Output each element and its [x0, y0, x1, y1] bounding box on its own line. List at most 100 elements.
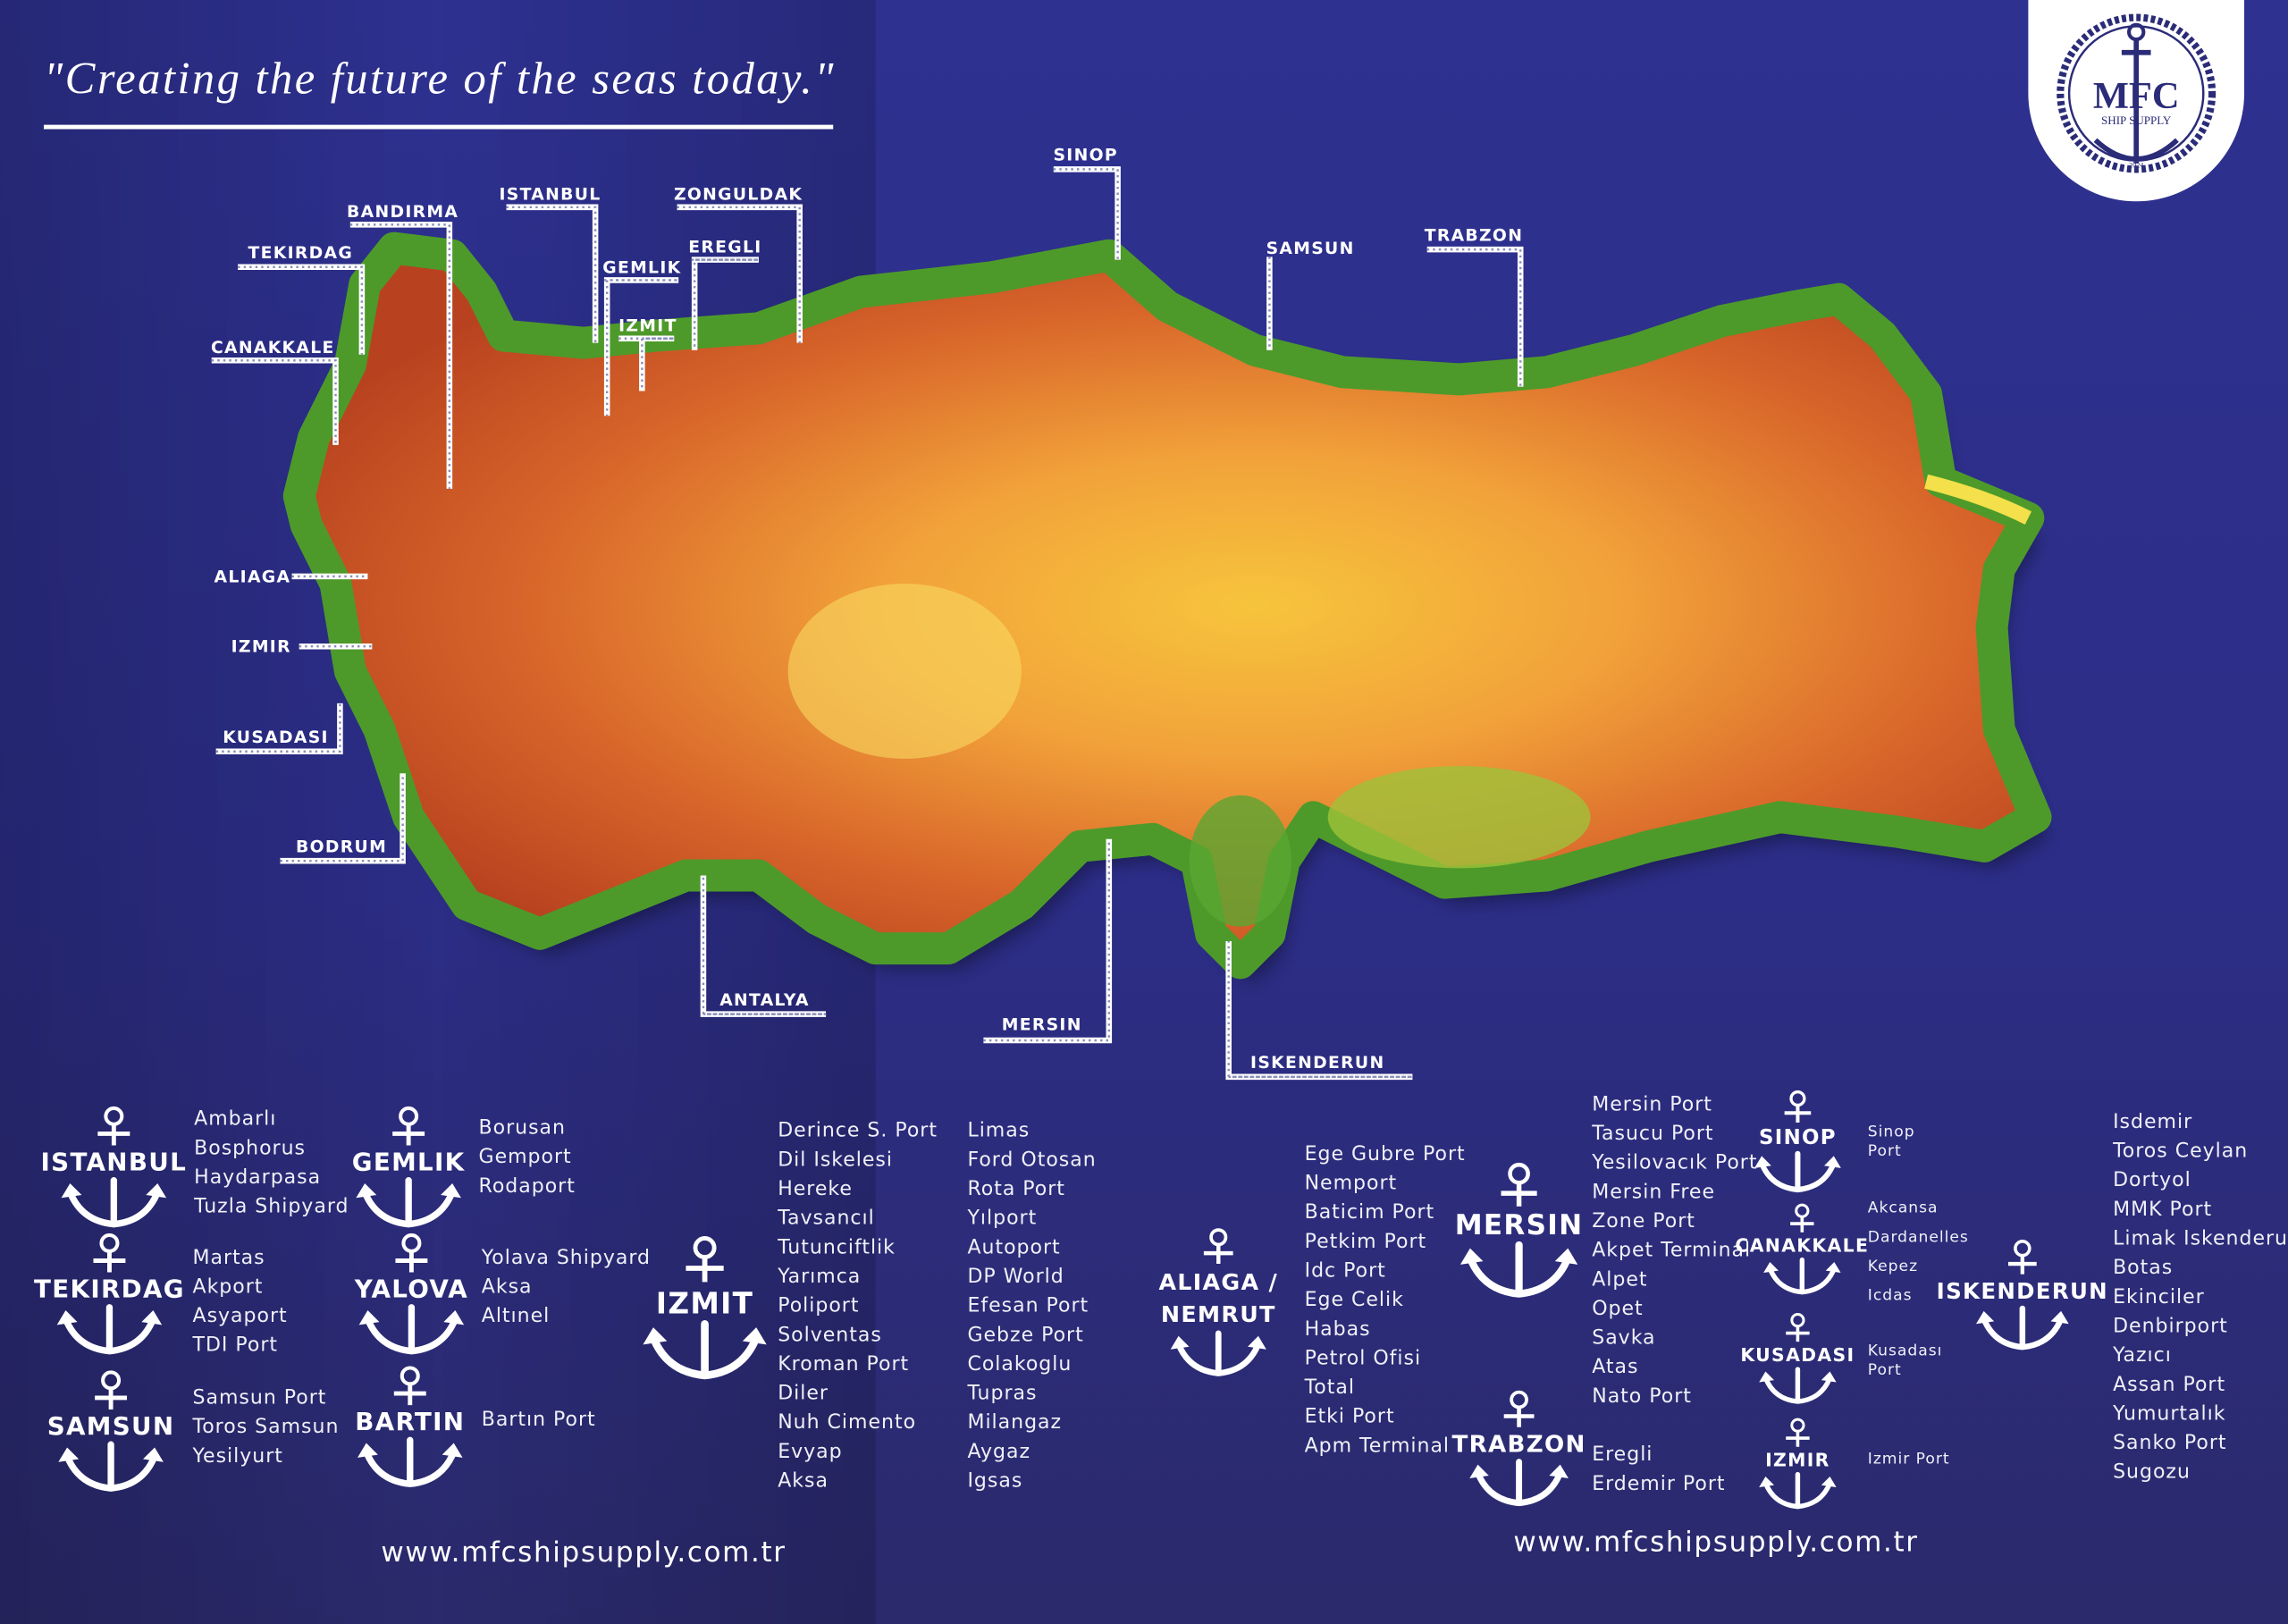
port-list: Yolava Shipyard Aksa Altınel	[482, 1243, 701, 1331]
city-label: CANAKKALE	[1735, 1234, 1870, 1257]
port-name: Yumurtalık	[2113, 1401, 2226, 1426]
leader-line-hatch	[983, 838, 1111, 1042]
map-label: IZMIT	[618, 317, 677, 336]
port-name: Ford Otosan	[967, 1148, 1097, 1172]
map-label: BANDIRMA	[347, 203, 458, 222]
port-name: Toros Ceylan	[2113, 1139, 2249, 1164]
anchor-ring	[1790, 1313, 1805, 1328]
anchor-ring	[1209, 1228, 1228, 1247]
port-name: Baticim Port	[1304, 1200, 1435, 1224]
port-name: Yarımca	[778, 1265, 862, 1289]
port-name: Habas	[1304, 1317, 1371, 1342]
anchor-ring	[400, 1366, 420, 1386]
port-name: Bartın Port	[481, 1408, 596, 1432]
port-name: MMK Port	[2113, 1198, 2213, 1222]
leader-line-hatch	[1053, 168, 1119, 260]
port-name: Limak Iskenderun	[2113, 1226, 2288, 1251]
tagline: "Creating the future of the seas today."	[43, 52, 836, 104]
port-name: Colakoglu	[967, 1352, 1072, 1376]
map-label: KUSADASI	[223, 728, 329, 747]
map-label: BODRUM	[296, 837, 387, 856]
city-label: MERSIN	[1454, 1209, 1584, 1242]
port-list: Sinop Port	[1868, 1123, 1926, 1161]
port-name: Dil Iskelesi	[778, 1148, 894, 1172]
leader-line-hatch	[215, 703, 341, 753]
port-name: Martas	[192, 1246, 265, 1270]
port-list: Eregli Erdemir Port	[1592, 1440, 1737, 1498]
map-plain	[1189, 795, 1291, 927]
anchor-ring	[401, 1233, 422, 1253]
anchor-arm	[364, 1304, 459, 1355]
anchor-arm	[1762, 1471, 1833, 1510]
port-name: Tupras	[967, 1381, 1038, 1406]
map-label: GEMLIK	[602, 258, 681, 277]
map-label: TEKIRDAG	[248, 244, 354, 263]
port-name: Altınel	[481, 1304, 551, 1328]
leader-line	[700, 875, 827, 1017]
anchor-ring	[2014, 1240, 2031, 1258]
port-name: Yılport	[967, 1207, 1038, 1231]
city-label: TEKIRDAG	[34, 1275, 185, 1305]
port-name: Dortyol	[2113, 1168, 2191, 1192]
port-name: Ege Celik	[1304, 1288, 1404, 1312]
logo-year: 2024	[2129, 162, 2143, 170]
port-name: Asyaport	[192, 1304, 288, 1328]
anchor-arm	[62, 1304, 157, 1355]
leader-line-hatch	[506, 206, 597, 343]
port-list: Akcansa Dardanelles Kepez Icdas	[1868, 1193, 1999, 1310]
port-name: Sanko Port	[2113, 1431, 2227, 1455]
port-list: Samsun Port Toros Samsun Yesilyurt	[193, 1384, 412, 1471]
city-label: BARTIN	[355, 1408, 466, 1438]
port-name: Evyap	[778, 1440, 843, 1464]
map-label: SINOP	[1053, 147, 1117, 165]
logo-rope	[2057, 13, 2216, 173]
port-name: Icdas	[1867, 1286, 1913, 1305]
port-list: Isdemir Toros Ceylan Dortyol MMK Port Limak …	[2113, 1107, 2288, 1486]
port-name: Akport	[192, 1275, 264, 1299]
leader-line-hatch	[603, 279, 679, 417]
anchor-arm	[1759, 1150, 1837, 1193]
port-name: Apm Terminal	[1304, 1434, 1451, 1458]
port-list: Ambarlı Bosphorus Haydarpasa Tuzla Shipyard	[194, 1105, 413, 1222]
anchor-arm	[361, 1177, 456, 1228]
city-label: TRABZON	[1451, 1429, 1586, 1458]
map-label: TRABZON	[1425, 226, 1523, 245]
port-name: Ekinciler	[2113, 1285, 2205, 1309]
map-plain	[1327, 766, 1591, 869]
port-name: Tutunciftlik	[778, 1235, 896, 1259]
anchor-ring	[1789, 1090, 1806, 1107]
logo-name: MFC	[2093, 75, 2180, 117]
anchor-shaft	[1203, 1245, 1233, 1265]
port-name: Kepez	[1867, 1258, 1919, 1275]
port-name: Petkim Port	[1304, 1230, 1427, 1254]
city-label: KUSADASI	[1740, 1343, 1855, 1367]
port-name: Haydarpasa	[194, 1165, 322, 1190]
port-name: Solventas	[778, 1323, 882, 1347]
port-name: Mersin Free Zone Port	[1592, 1180, 1716, 1233]
port-name: Sinop Port	[1867, 1123, 1915, 1160]
anchor-ring	[693, 1236, 717, 1259]
anchor-shaft	[395, 1251, 428, 1273]
port-name: TDI Port	[192, 1334, 278, 1358]
leader-line-hatch	[280, 773, 404, 862]
port-list: Derince S. Port Dil Iskelesi Hereke Tavsanc…	[778, 1116, 1157, 1495]
anchor-shaft	[392, 1124, 425, 1146]
port-name: Atas	[1592, 1355, 1639, 1379]
anchor-arm	[1981, 1305, 2065, 1351]
port-name: Idc Port	[1304, 1258, 1386, 1283]
port-name: Derince S. Port	[778, 1119, 938, 1143]
port-name: Gebze Port	[967, 1323, 1084, 1347]
port-name: Akpet Terminal	[1592, 1239, 1752, 1263]
anchor-shaft	[2007, 1256, 2037, 1275]
anchor-arm	[63, 1441, 158, 1492]
port-name: Rodaport	[478, 1174, 576, 1199]
map-label: IZMIR	[231, 638, 291, 657]
map-label: EREGLI	[688, 238, 761, 257]
map-label: ALIAGA	[214, 568, 291, 586]
anchor-shaft	[93, 1251, 126, 1273]
anchor-shaft	[686, 1258, 724, 1283]
map-label: ISTANBUL	[499, 186, 601, 205]
map-label: ZONGULDAK	[674, 186, 803, 205]
